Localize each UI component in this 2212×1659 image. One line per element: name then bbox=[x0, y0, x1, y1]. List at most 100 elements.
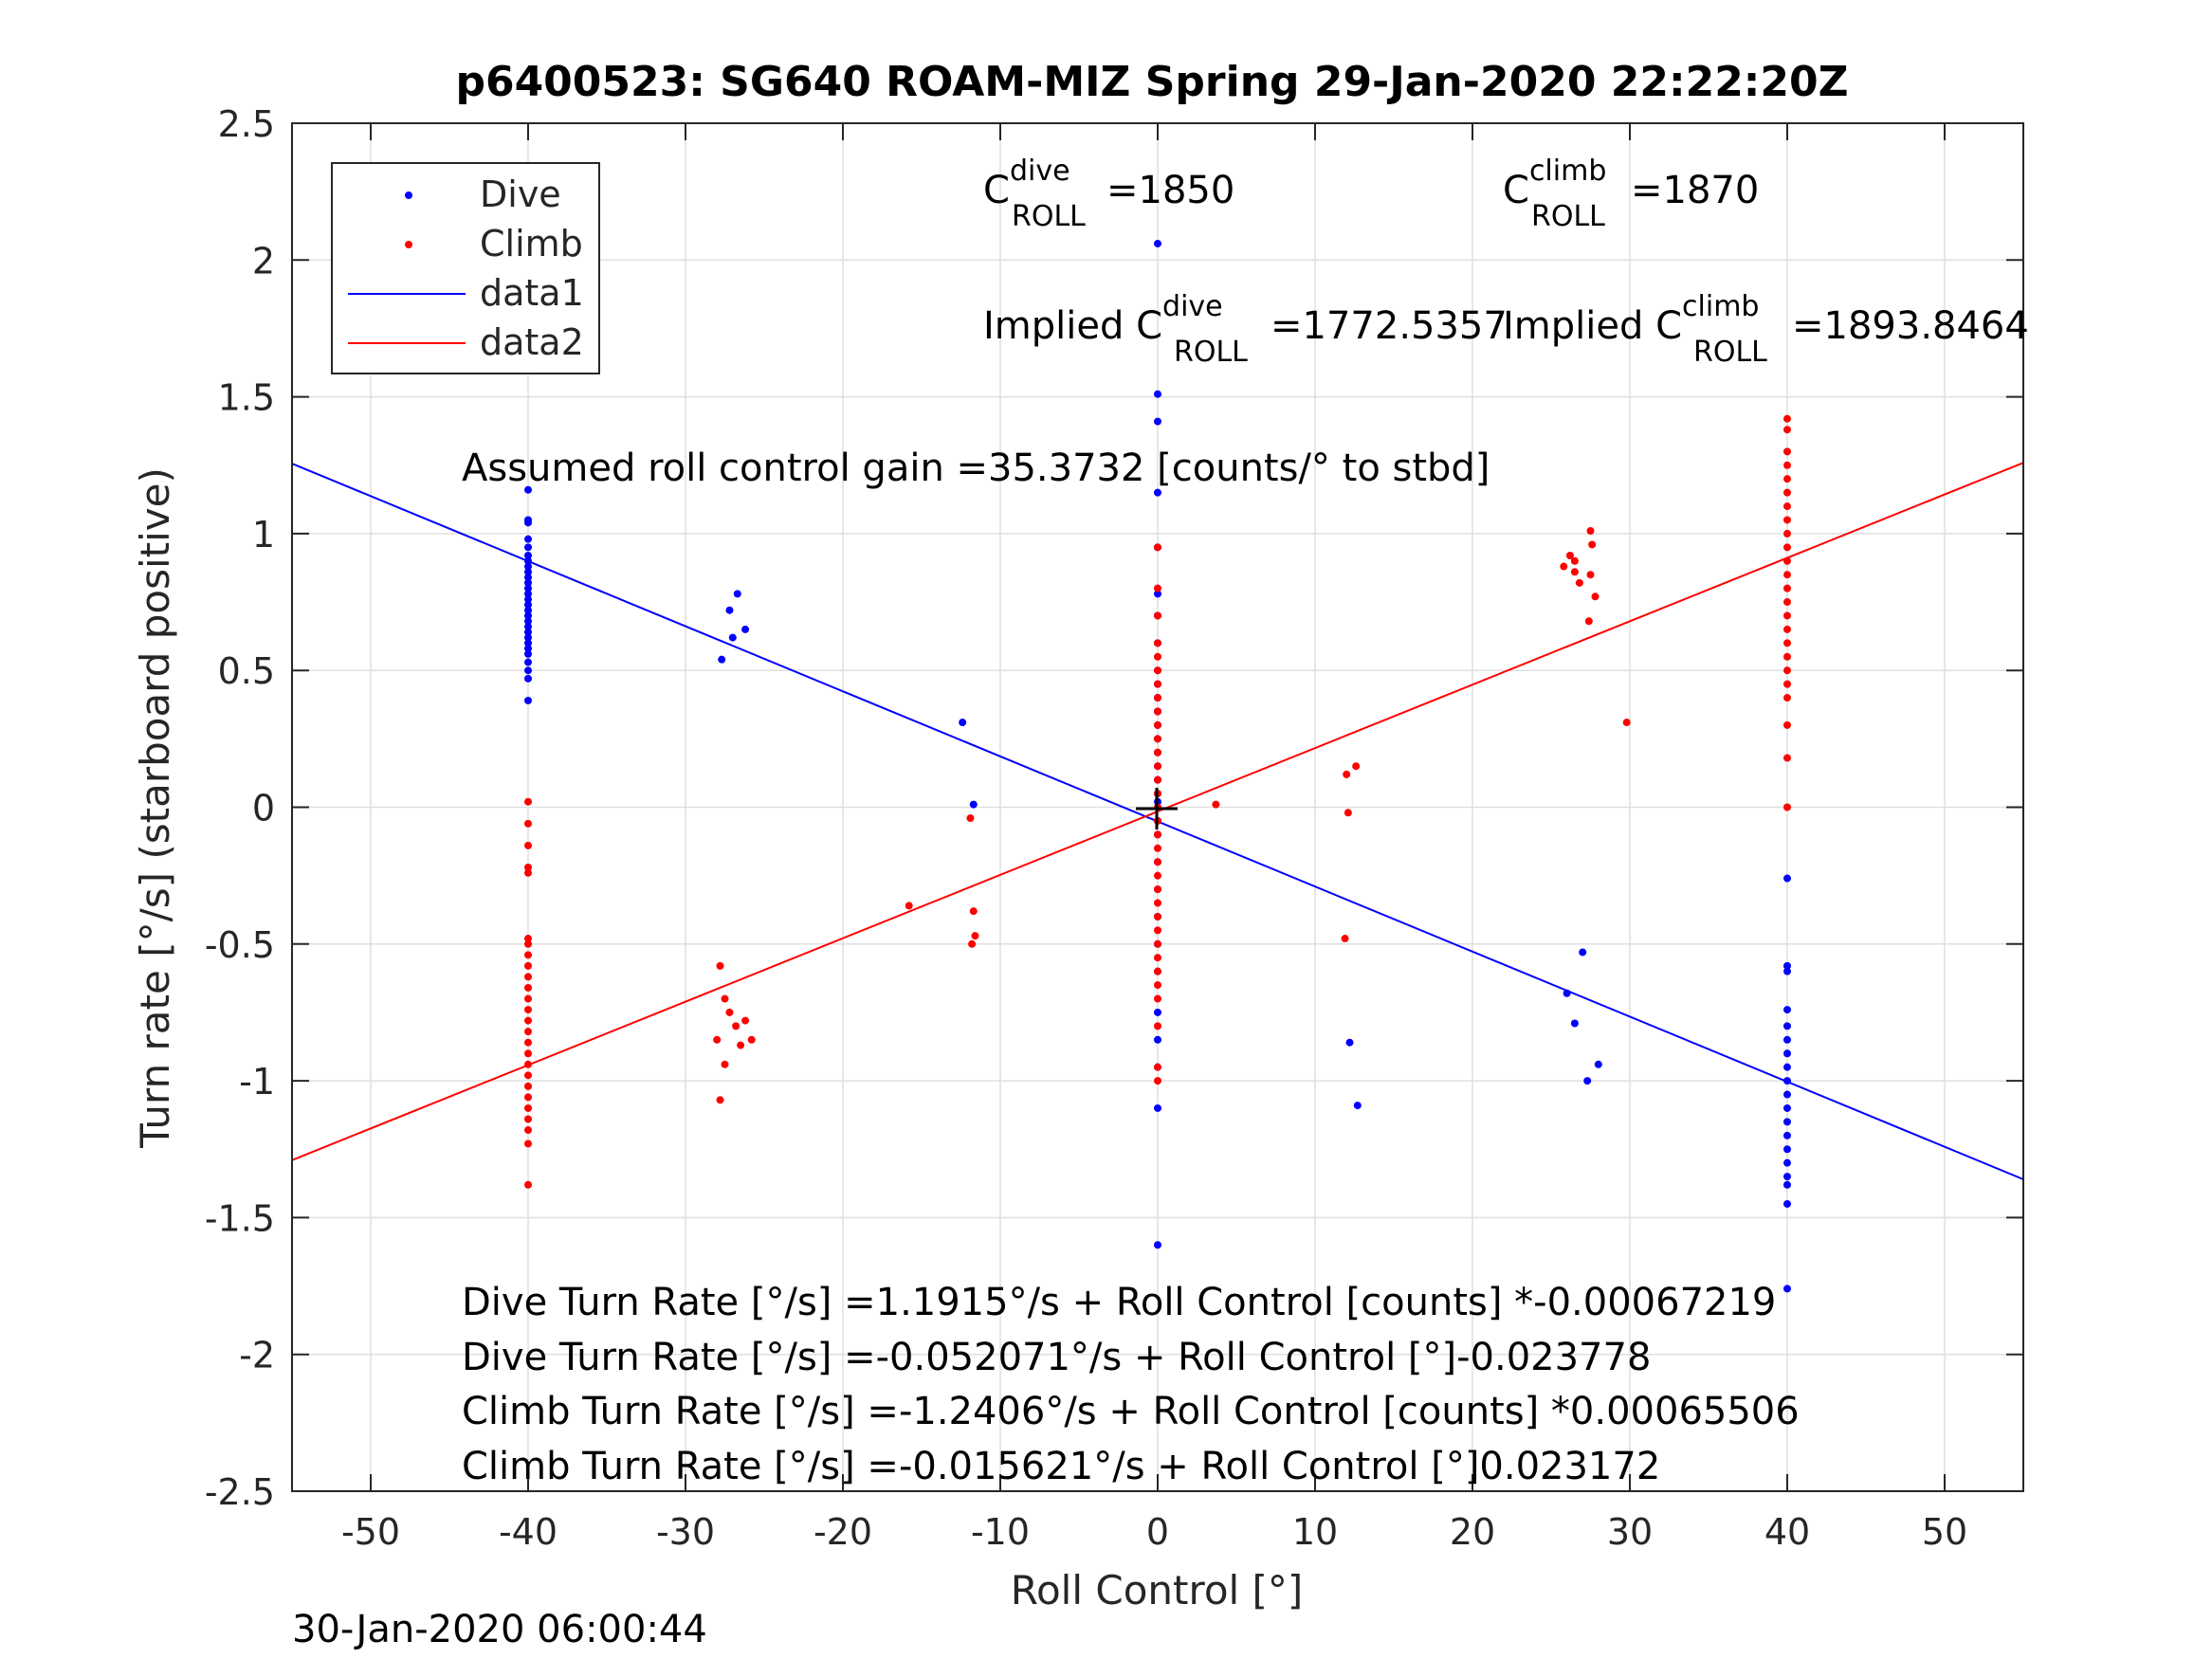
x-tick-label: -40 bbox=[499, 1511, 558, 1553]
x-axis-label: Roll Control [°] bbox=[1011, 1567, 1304, 1613]
climb-point bbox=[1154, 762, 1161, 771]
dive-point bbox=[1583, 1077, 1592, 1085]
dive-point bbox=[1353, 1102, 1362, 1110]
dive-point bbox=[1783, 1090, 1791, 1099]
climb-point bbox=[1783, 598, 1791, 607]
climb-point bbox=[524, 935, 532, 943]
climb-point bbox=[741, 1016, 750, 1025]
climb-point bbox=[1783, 516, 1791, 524]
x-tick-label: -10 bbox=[971, 1511, 1030, 1553]
climb-point bbox=[1154, 611, 1161, 620]
climb-point bbox=[1565, 551, 1574, 559]
climb-point bbox=[524, 1139, 532, 1148]
x-tick-label: -20 bbox=[814, 1511, 872, 1553]
dive-point bbox=[1783, 1180, 1791, 1189]
climb-point bbox=[747, 1035, 756, 1044]
dive-point bbox=[1783, 1199, 1791, 1208]
climb-point bbox=[1154, 680, 1161, 688]
dive-point bbox=[728, 633, 737, 642]
climb-point bbox=[524, 868, 532, 877]
climb-point bbox=[1154, 652, 1161, 661]
climb-point bbox=[524, 961, 532, 970]
climb-point bbox=[966, 814, 975, 823]
climb-point bbox=[1154, 694, 1161, 702]
dive-point bbox=[524, 562, 532, 571]
climb-point bbox=[1154, 543, 1161, 552]
dive-point bbox=[1783, 874, 1791, 883]
climb-point bbox=[524, 973, 532, 981]
y-tick-label: 2 bbox=[252, 240, 275, 282]
dive-point bbox=[1783, 1035, 1791, 1044]
climb-point bbox=[524, 1082, 532, 1090]
dive-point bbox=[1154, 1008, 1161, 1016]
dive-point bbox=[524, 590, 532, 598]
dive-point bbox=[1783, 1158, 1791, 1167]
dive-point bbox=[1345, 1038, 1354, 1047]
climb-point bbox=[1783, 625, 1791, 633]
climb-point bbox=[524, 819, 532, 828]
legend-climb-label: Climb bbox=[480, 223, 583, 264]
timestamp: 30-Jan-2020 06:00:44 bbox=[292, 1608, 707, 1651]
dive-point bbox=[718, 655, 726, 664]
dive-point bbox=[1783, 1118, 1791, 1126]
climb-point bbox=[968, 939, 977, 948]
climb-point bbox=[737, 1041, 745, 1049]
x-tick-label: 0 bbox=[1146, 1511, 1169, 1553]
dive-point bbox=[524, 584, 532, 592]
climb-point bbox=[1783, 720, 1791, 729]
climb-point bbox=[1783, 571, 1791, 579]
climb-point bbox=[1154, 666, 1161, 675]
dive-point bbox=[1570, 1019, 1579, 1028]
climb-point bbox=[1560, 562, 1568, 571]
climb-point bbox=[1154, 639, 1161, 647]
climb-point bbox=[716, 961, 724, 970]
dive-point bbox=[969, 800, 978, 809]
fit-equation: Dive Turn Rate [°/s] =-0.052071°/s + Rol… bbox=[462, 1336, 1651, 1379]
climb-point bbox=[1154, 871, 1161, 880]
fit-equation: Climb Turn Rate [°/s] =-0.015621°/s + Ro… bbox=[462, 1445, 1660, 1488]
climb-point bbox=[524, 939, 532, 948]
climb-point bbox=[1783, 584, 1791, 592]
climb-point bbox=[524, 1060, 532, 1068]
y-tick-label: 2.5 bbox=[218, 103, 275, 145]
climb-point bbox=[1352, 762, 1361, 771]
climb-point bbox=[1154, 735, 1161, 743]
dive-point bbox=[1783, 1173, 1791, 1181]
climb-point bbox=[713, 1035, 722, 1044]
climb-point bbox=[1783, 488, 1791, 497]
climb-point bbox=[1586, 527, 1595, 536]
dive-point bbox=[1783, 1285, 1791, 1293]
climb-point bbox=[1783, 694, 1791, 702]
x-tick-label: -30 bbox=[656, 1511, 715, 1553]
c-roll-climb-annotation: Cclimb ROLL=1870 bbox=[1503, 155, 1759, 233]
climb-point bbox=[1570, 556, 1579, 565]
climb-point bbox=[1154, 994, 1161, 1003]
climb-point bbox=[1154, 775, 1161, 784]
implied-c-roll-climb-annotation: Implied Cclimb ROLL=1893.8464 bbox=[1503, 290, 2029, 369]
implied-c-roll-dive-annotation: Implied Cdive ROLL=1772.5357 bbox=[983, 290, 1508, 369]
legend-data2-label: data2 bbox=[480, 321, 584, 363]
dive-point bbox=[524, 623, 532, 631]
y-axis-label: Turn rate [°/s] (starboard positive) bbox=[132, 467, 178, 1149]
climb-point bbox=[721, 994, 729, 1003]
dive-point bbox=[1783, 967, 1791, 975]
climb-point bbox=[524, 797, 532, 806]
dive-point bbox=[524, 674, 532, 683]
y-tick-label: -2.5 bbox=[205, 1471, 275, 1513]
dive-point bbox=[1783, 1006, 1791, 1014]
climb-point bbox=[1154, 939, 1161, 948]
climb-point bbox=[1154, 584, 1161, 592]
dive-point bbox=[1783, 1145, 1791, 1154]
dive-point bbox=[524, 666, 532, 675]
climb-point bbox=[1154, 981, 1161, 990]
climb-point bbox=[905, 902, 913, 910]
chart-title: p6400523: SG640 ROAM-MIZ Spring 29-Jan-2… bbox=[455, 58, 1848, 106]
data-points bbox=[524, 239, 1791, 1293]
dive-point bbox=[1594, 1060, 1602, 1068]
climb-point bbox=[524, 1049, 532, 1058]
climb-point bbox=[524, 1115, 532, 1123]
dive-point bbox=[1154, 239, 1161, 247]
x-tick-label: 20 bbox=[1450, 1511, 1495, 1553]
dive-point bbox=[1563, 989, 1571, 997]
dive-point bbox=[524, 658, 532, 666]
